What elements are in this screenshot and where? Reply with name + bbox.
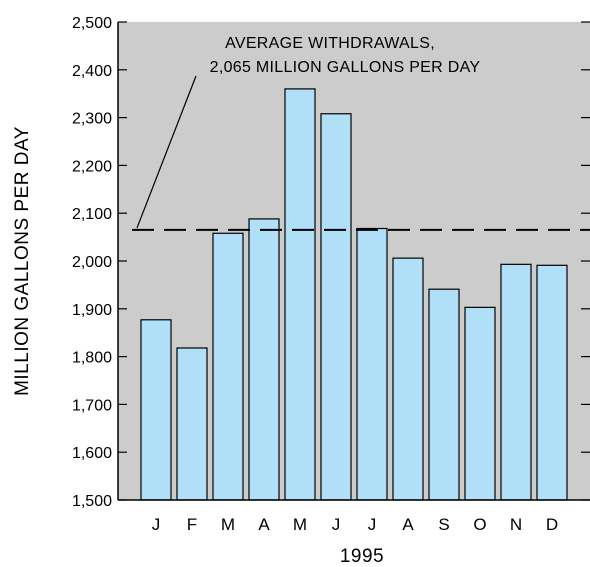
y-ticks-group: 1,500 1,600 1,700 1,800 1,900 2,000 2,100 2,200… [72, 15, 590, 510]
x-tick-label: A [402, 515, 414, 534]
x-tick-label: S [438, 515, 449, 534]
y-tick-label: 2,500 [72, 15, 112, 32]
y-axis-title: MILLION GALLONS PER DAY [12, 126, 33, 396]
bar-4 [248, 218, 280, 501]
x-tick-label: J [152, 515, 161, 534]
bars-group [140, 88, 568, 501]
bar-6 [320, 113, 352, 501]
annotation-line-1: AVERAGE WITHDRAWALS, [225, 35, 435, 52]
x-axis-title: 1995 [340, 546, 384, 567]
y-tick-label: 2,200 [72, 158, 112, 175]
y-tick-label: 1,500 [72, 493, 112, 510]
x-tick-label: O [473, 515, 486, 534]
x-tick-label: M [293, 515, 307, 534]
annotation-leader-line [136, 75, 197, 229]
bar-5 [284, 88, 316, 501]
y-tick-label: 1,700 [72, 397, 112, 414]
y-tick-label: 2,100 [72, 206, 112, 223]
bar-3 [212, 232, 244, 501]
y-tick-label: 1,600 [72, 445, 112, 462]
bar-10 [464, 306, 496, 501]
bar-8 [392, 257, 424, 501]
bar-7 [356, 227, 388, 501]
x-tick-label: J [332, 515, 341, 534]
x-tick-label: D [546, 515, 558, 534]
x-tick-label: A [258, 515, 270, 534]
bar-1 [140, 319, 172, 501]
x-tick-label: J [368, 515, 377, 534]
x-tick-label: F [187, 515, 197, 534]
bar-2 [176, 347, 208, 501]
y-tick-label: 1,800 [72, 350, 112, 367]
y-tick-label: 1,900 [72, 302, 112, 319]
y-tick-label: 2,300 [72, 111, 112, 128]
annotation-line-2: 2,065 MILLION GALLONS PER DAY [210, 59, 481, 76]
x-tick-label: M [221, 515, 235, 534]
x-tick-label: N [510, 515, 522, 534]
bar-9 [428, 288, 460, 501]
y-tick-label: 2,400 [72, 63, 112, 80]
bar-11 [500, 263, 532, 501]
bar-12 [536, 264, 568, 501]
y-tick-label: 2,000 [72, 254, 112, 271]
